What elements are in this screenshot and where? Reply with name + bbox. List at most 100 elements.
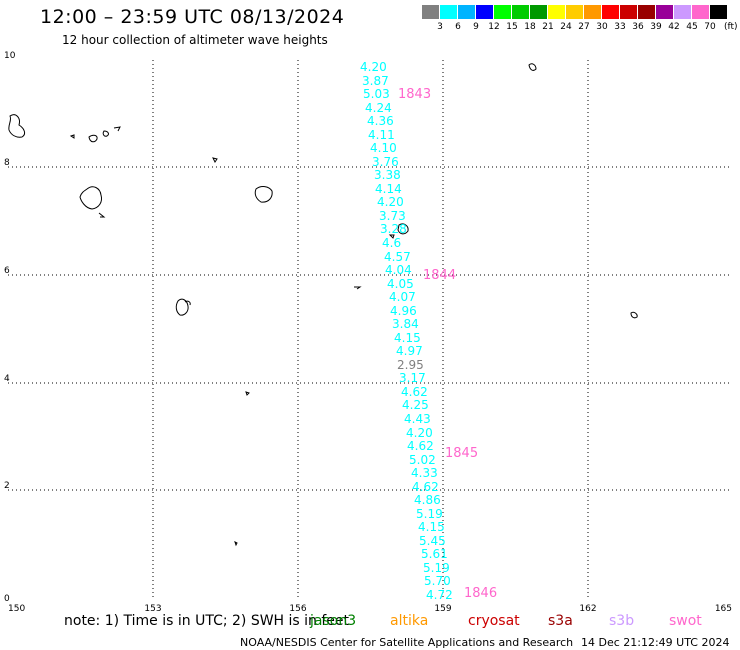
island-outline [212, 157, 218, 163]
legend-item-swot: swot [669, 613, 702, 629]
y-tick-label: 2 [4, 481, 10, 491]
legend-item-altika: altika [390, 613, 429, 629]
colorbar-swatch [548, 5, 565, 19]
colorbar-swatch [530, 5, 547, 19]
legend-item-jason3: jason3 [310, 613, 357, 629]
colorbar-label: 30 [596, 22, 608, 32]
wave-height-label: 3.84 [392, 317, 419, 331]
wave-height-label: 4.33 [411, 466, 438, 480]
colorbar-label: 3 [437, 22, 443, 32]
x-tick-label: 159 [434, 604, 451, 614]
colorbar-label: 9 [473, 22, 479, 32]
wave-height-label: 4.25 [402, 398, 429, 412]
x-tick-label: 165 [715, 604, 732, 614]
x-tick-labels: 150 153 156 159 162 165 [8, 604, 732, 614]
wave-height-label: 4.20 [360, 60, 387, 74]
colorbar-label: 36 [632, 22, 644, 32]
y-tick-labels: 0 2 4 6 8 10 [4, 51, 16, 604]
map-grid [8, 60, 732, 598]
colorbar-swatch [710, 5, 727, 19]
island-outline [630, 311, 638, 319]
colorbar-swatch [494, 5, 511, 19]
colorbar-swatch [656, 5, 673, 19]
island-outline [397, 223, 409, 235]
wave-height-label: 3.38 [374, 168, 401, 182]
colorbar-swatch [440, 5, 457, 19]
wave-height-label: 4.20 [406, 426, 433, 440]
track-time-label: 1845 [445, 446, 479, 461]
island-outline [113, 126, 121, 132]
wave-height-label: 4.72 [426, 588, 453, 602]
wave-height-label: 4.15 [418, 520, 445, 534]
island-outline [175, 298, 189, 316]
wave-height-label: 3.17 [399, 371, 426, 385]
track-time-label: 1843 [398, 87, 432, 102]
track-time-label: 1846 [464, 586, 498, 601]
island-outline [69, 134, 75, 139]
wave-height-label: 5.19 [423, 561, 450, 575]
colorbar-swatch [602, 5, 619, 19]
island-outline [354, 286, 362, 290]
colorbar-swatch [458, 5, 475, 19]
wave-height-label: 4.24 [365, 101, 392, 115]
y-tick-label: 0 [4, 594, 10, 604]
wave-height-label: 2.95 [397, 358, 424, 372]
x-tick-label: 156 [289, 604, 306, 614]
colorbar-swatch [566, 5, 583, 19]
wave-height-label: 5.03 [363, 87, 390, 101]
footer-note: note: 1) Time is in UTC; 2) SWH is in fe… [64, 613, 350, 629]
wave-height-label: 3.87 [362, 74, 389, 88]
wave-height-label: 5.19 [416, 507, 443, 521]
wave-height-label: 4.04 [385, 263, 412, 277]
island-outline [102, 130, 109, 137]
x-tick-label: 162 [579, 604, 596, 614]
colorbar-label: 70 [704, 22, 716, 32]
wave-height-label: 5.70 [424, 574, 451, 588]
colorbar-label: 18 [524, 22, 536, 32]
colorbar-swatch [674, 5, 691, 19]
island-outline [8, 114, 26, 138]
colorbar-label: 45 [686, 22, 698, 32]
wave-height-label: 4.36 [367, 114, 394, 128]
colorbar-label: 42 [668, 22, 680, 32]
island-outline [388, 234, 395, 239]
wave-height-label: 4.86 [414, 493, 441, 507]
colorbar-swatch [476, 5, 493, 19]
wave-height-label: 4.07 [389, 290, 416, 304]
legend-item-cryosat: cryosat [468, 613, 520, 629]
wave-height-label: 3.73 [379, 209, 406, 223]
island-outline [234, 541, 238, 547]
colorbar-swatch [692, 5, 709, 19]
wave-height-label: 4.10 [370, 141, 397, 155]
island-outline [88, 134, 98, 143]
wave-height-label: 5.61 [421, 547, 448, 561]
y-tick-label: 8 [4, 158, 10, 168]
colorbar-swatch [638, 5, 655, 19]
colorbar-label: 15 [506, 22, 518, 32]
colorbar-swatch [620, 5, 637, 19]
colorbar-label: 33 [614, 22, 626, 32]
wave-height-label: 3.76 [372, 155, 399, 169]
colorbar-label: 24 [560, 22, 572, 32]
wave-height-label: 4.6 [382, 236, 402, 250]
island-outline [184, 300, 191, 306]
island-outlines [8, 63, 638, 547]
colorbar-label: 21 [542, 22, 554, 32]
wave-height-label: 4.62 [407, 439, 434, 453]
footer-credit: NOAA/NESDIS Center for Satellite Applica… [240, 636, 574, 649]
colorbar-unit: (ft) [724, 22, 738, 32]
colorbar-swatch [512, 5, 529, 19]
wave-height-label: 4.15 [394, 331, 421, 345]
footer-generated-date: 14 Dec 21:12:49 UTC 2024 [581, 636, 730, 649]
y-tick-label: 6 [4, 266, 10, 276]
page-subtitle: 12 hour collection of altimeter wave hei… [62, 33, 328, 47]
colorbar-label: 6 [455, 22, 461, 32]
wave-height-label: 3.28 [380, 222, 407, 236]
wave-height-label: 5.45 [419, 534, 446, 548]
wave-height-label: 5.02 [409, 453, 436, 467]
island-outline [254, 186, 273, 203]
legend-item-s3b: s3b [609, 613, 635, 629]
wave-height-label: 4.62 [401, 385, 428, 399]
island-outline [528, 63, 537, 71]
